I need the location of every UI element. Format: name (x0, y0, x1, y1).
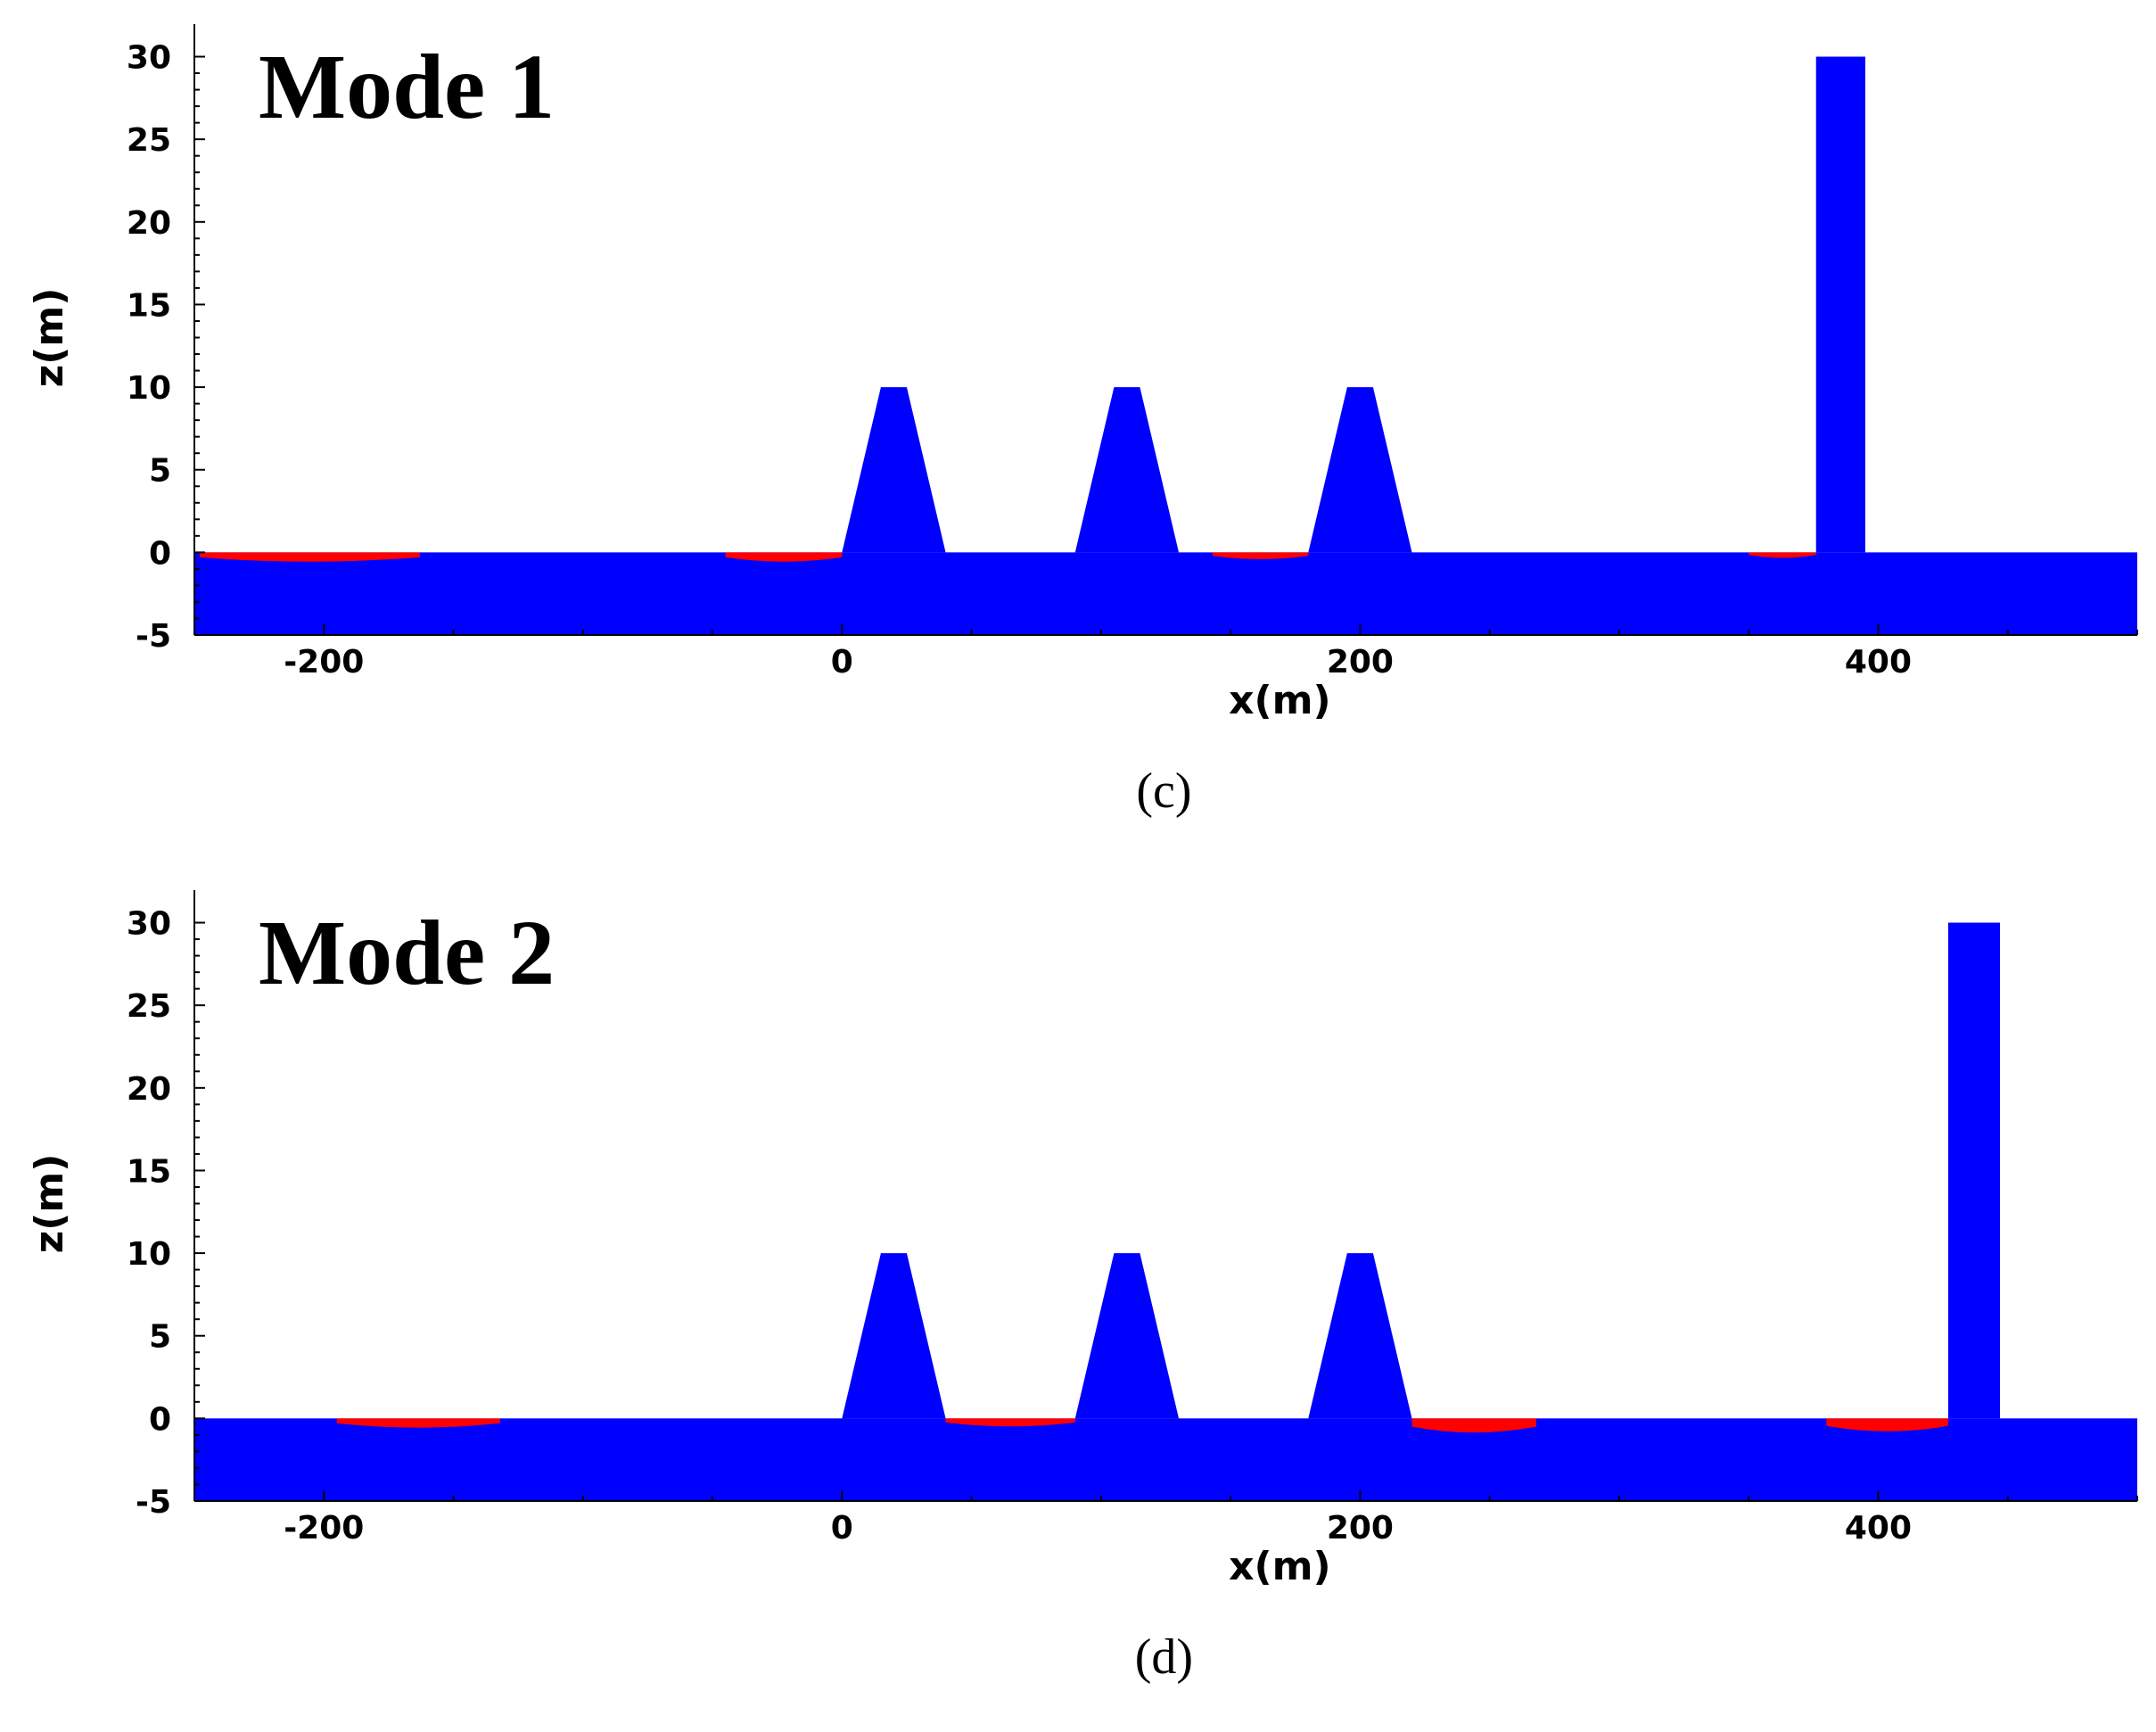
scour-zone-1 (336, 1418, 500, 1428)
y-tick-label: 20 (127, 205, 171, 242)
scour-zone-2 (945, 1418, 1075, 1427)
y-tick-label: 30 (127, 40, 171, 77)
scour-zone-2 (725, 552, 843, 562)
vertical-wall (1815, 56, 1865, 553)
x-tick-label: 400 (1845, 644, 1912, 680)
y-tick-label: 0 (149, 535, 171, 572)
trapezoid-2 (1074, 1253, 1180, 1419)
y-axis-label: z(m) (27, 1154, 72, 1254)
x-axis-label: x(m) (1229, 1544, 1330, 1589)
chart-panel-d: -5 0 5 10 15 20 25 30 -200 0 200 400 x(m) z(m) Mode 2 (… (0, 866, 2156, 1732)
trapezoid-1 (842, 387, 946, 553)
panel-caption: (d) (1135, 1629, 1193, 1685)
y-tick-label: 15 (127, 1153, 171, 1190)
mode-title: Mode 2 (259, 902, 555, 1004)
scour-zone-3 (1411, 1418, 1536, 1433)
x-axis-label: x(m) (1229, 678, 1330, 723)
x-tick-label: -200 (284, 644, 364, 680)
trapezoid-3 (1308, 387, 1412, 553)
scour-zone-1 (199, 552, 420, 562)
seabed-area (194, 1418, 2137, 1501)
y-tick-label: 5 (149, 1319, 171, 1356)
scour-zone-4 (1749, 552, 1816, 558)
scour-zone-4 (1826, 1418, 1948, 1431)
y-tick-label: -5 (136, 618, 171, 655)
x-tick-label: 0 (831, 1510, 853, 1546)
y-tick-label: 20 (127, 1071, 171, 1108)
trapezoid-3 (1308, 1253, 1412, 1419)
x-tick-label: 400 (1845, 1510, 1912, 1546)
chart-panel-c: -5 0 5 10 15 20 25 30 -200 0 200 400 x(m) z(m) Mode 1 (… (27, 24, 2138, 819)
seabed-area (194, 552, 2137, 635)
y-tick-label: 10 (127, 1236, 171, 1273)
x-tick-label: 0 (831, 644, 853, 680)
y-axis-label: z(m) (27, 288, 72, 388)
y-tick-label: 0 (149, 1401, 171, 1438)
mode-title: Mode 1 (259, 36, 555, 138)
trapezoid-2 (1074, 387, 1180, 553)
y-tick-label: 30 (127, 906, 171, 943)
y-tick-label: 25 (127, 122, 171, 159)
vertical-wall (1947, 922, 2001, 1419)
x-tick-label: -200 (284, 1510, 364, 1546)
y-tick-label: 15 (127, 287, 171, 324)
y-tick-label: -5 (136, 1484, 171, 1521)
y-tick-label: 10 (127, 370, 171, 407)
chart-svg-c: -5 0 5 10 15 20 25 30 -200 0 200 400 x(m) z(m) Mode 1 (… (27, 24, 2138, 819)
x-tick-label: 200 (1327, 644, 1394, 680)
x-tick-label: 200 (1327, 1510, 1394, 1546)
scour-zone-3 (1212, 552, 1309, 559)
panel-caption: (c) (1136, 763, 1191, 819)
y-tick-label: 25 (127, 988, 171, 1025)
chart-svg-d: -5 0 5 10 15 20 25 30 -200 0 200 400 x(m) z(m) Mode 2 (… (27, 890, 2138, 1685)
y-tick-label: 5 (149, 453, 171, 490)
trapezoid-1 (842, 1253, 946, 1419)
